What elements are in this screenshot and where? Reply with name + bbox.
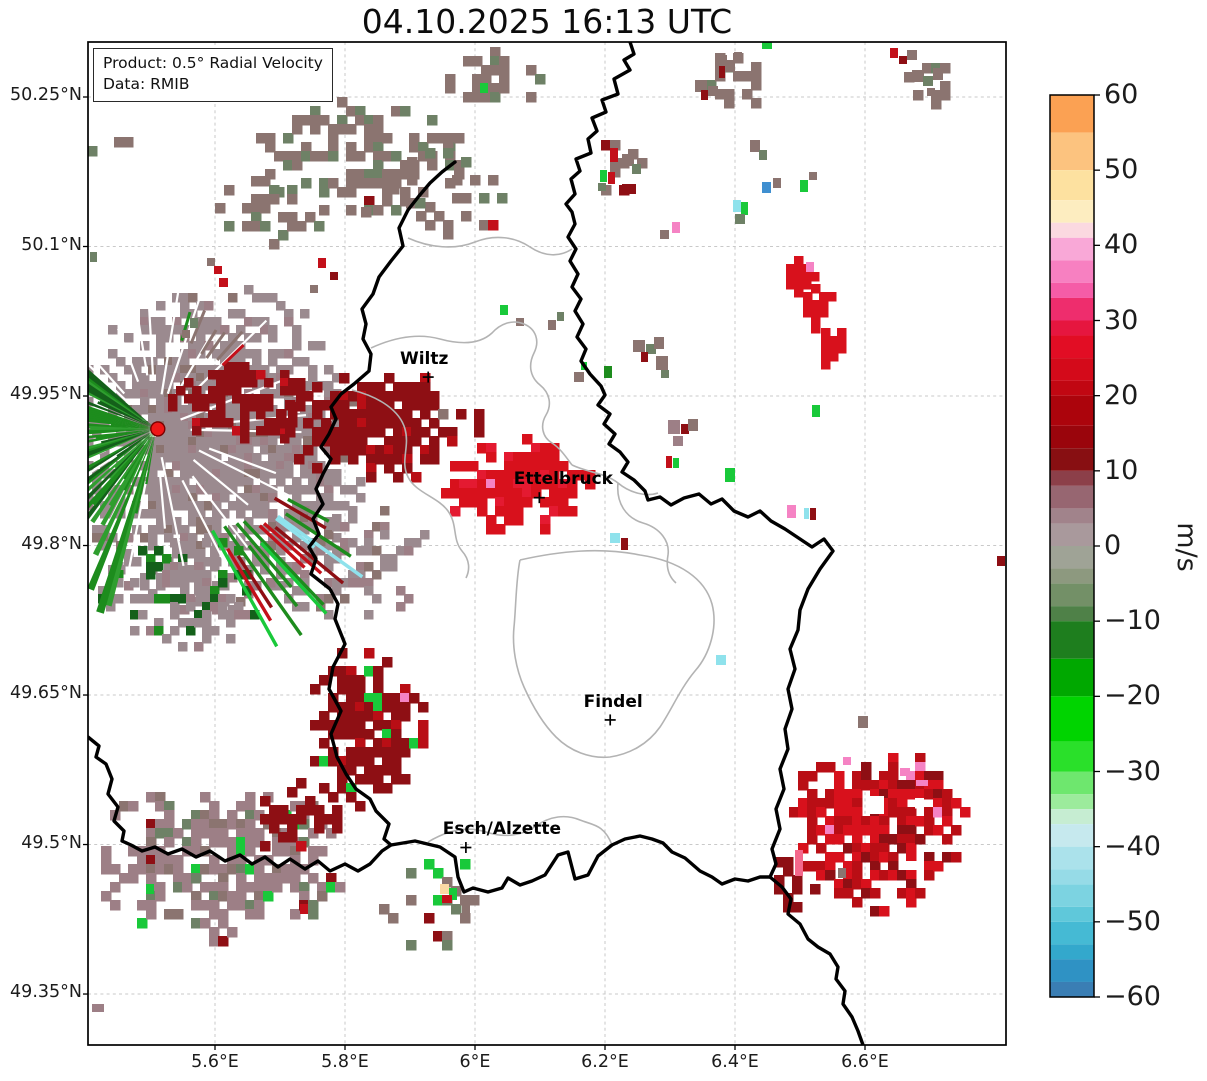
colorbar-band — [1050, 944, 1094, 960]
colorbar-band — [1050, 959, 1094, 982]
product-label: Product: 0.5° Radial Velocity — [103, 54, 323, 72]
lat-tick-label-5: 49.5°N — [21, 832, 82, 853]
colorbar-tick-label-4: 20 — [1104, 379, 1139, 411]
speck-layer — [90, 42, 1005, 1012]
lon-tick-label-1: 5.8°E — [321, 1052, 369, 1072]
colorbar-band — [1050, 95, 1094, 133]
colorbar-tick-label-1: 50 — [1104, 154, 1139, 186]
colorbar-tick-label-12: −60 — [1104, 981, 1161, 1012]
colorbar-band — [1050, 771, 1094, 795]
colorbar-band — [1050, 170, 1094, 201]
colorbar-band — [1050, 906, 1094, 922]
colorbar-band — [1050, 884, 1094, 907]
colorbar-band — [1050, 696, 1094, 742]
colorbar-tick-label-8: −20 — [1104, 680, 1161, 712]
colorbar-band — [1050, 320, 1094, 336]
colorbar-band — [1050, 297, 1094, 321]
colorbar-band — [1050, 260, 1094, 283]
city-label-wiltz: Wiltz — [399, 349, 449, 370]
chart-title: 04.10.2025 16:13 UTC — [361, 2, 733, 41]
colorbar-band — [1050, 523, 1094, 546]
lon-tick-label-0: 5.6°E — [191, 1052, 239, 1072]
colorbar-tick-label-10: −40 — [1104, 830, 1161, 862]
city-marker-esch-alzette — [460, 842, 472, 854]
regional-borders — [351, 236, 715, 846]
lat-tick-label-3: 49.8°N — [21, 533, 82, 554]
lat-tick-label-0: 50.25°N — [10, 85, 82, 105]
city-label-esch-alzette: Esch/Alzette — [442, 818, 562, 839]
plot-frame — [87, 41, 1007, 1046]
colorbar-band — [1050, 621, 1094, 659]
city-marker-wiltz — [422, 371, 434, 383]
colorbar-band — [1050, 741, 1094, 772]
colorbar-band — [1050, 335, 1094, 359]
colorbar-band — [1050, 222, 1094, 238]
colorbar-tick-label-9: −30 — [1104, 755, 1161, 787]
national-borders — [88, 42, 865, 1045]
colorbar-band — [1050, 824, 1094, 847]
colorbar-band — [1050, 846, 1094, 870]
colorbar-tick-label-0: 60 — [1104, 79, 1139, 110]
radar-site-marker — [150, 421, 166, 437]
colorbar-band — [1050, 869, 1094, 885]
colorbar-band — [1050, 448, 1094, 471]
lat-tick-label-6: 49.35°N — [10, 982, 82, 1003]
lon-tick-label-5: 6.6°E — [841, 1052, 889, 1072]
lat-tick-label-1: 50.1°N — [21, 234, 82, 255]
colorbar-band — [1050, 606, 1094, 622]
city-label-ettelbruck: Ettelbruck — [513, 468, 613, 489]
colorbar-band — [1050, 809, 1094, 825]
colorbar-band — [1050, 583, 1094, 607]
colorbar-tick-label-7: −10 — [1104, 605, 1161, 637]
colorbar-band — [1050, 237, 1094, 261]
colorbar-band — [1050, 380, 1094, 396]
colorbar-band — [1050, 282, 1094, 298]
colorbar-band — [1050, 132, 1094, 171]
colorbar-tick-label-6: 0 — [1104, 530, 1122, 561]
colorbar-tick-label-11: −50 — [1104, 905, 1161, 937]
colorbar-band — [1050, 508, 1094, 524]
colorbar-band — [1050, 568, 1094, 584]
colorbar-band — [1050, 981, 1094, 997]
product-info-box: Product: 0.5° Radial Velocity Data: RMIB — [93, 48, 333, 102]
colorbar-tick-label-5: 10 — [1104, 454, 1139, 486]
colorbar-band — [1050, 546, 1094, 569]
colorbar-band — [1050, 921, 1094, 945]
colorbar-band — [1050, 470, 1094, 486]
colorbar-band — [1050, 794, 1094, 810]
colorbar-band — [1050, 425, 1094, 449]
lat-tick-label-2: 49.95°N — [10, 384, 82, 404]
colorbar-unit-label: m/s — [1171, 522, 1202, 572]
colorbar-band — [1050, 200, 1094, 223]
radar-echo-layer — [88, 42, 1005, 1045]
colorbar — [1049, 94, 1100, 998]
colorbar-tick-label-3: 30 — [1104, 304, 1139, 336]
colorbar-tick-label-2: 40 — [1104, 229, 1139, 261]
colorbar-band — [1050, 658, 1094, 697]
colorbar-band — [1050, 395, 1094, 426]
lon-tick-label-4: 6.4°E — [711, 1052, 759, 1072]
colorbar-band — [1050, 485, 1094, 509]
city-label-findel: Findel — [583, 691, 643, 712]
lon-tick-label-2: 6°E — [459, 1052, 491, 1072]
lat-tick-label-4: 49.65°N — [10, 683, 82, 704]
city-marker-ettelbruck — [533, 492, 545, 504]
colorbar-band — [1050, 358, 1094, 381]
data-source-label: Data: RMIB — [103, 75, 190, 94]
city-marker-findel — [604, 714, 616, 726]
lon-tick-label-3: 6.2°E — [581, 1052, 629, 1072]
